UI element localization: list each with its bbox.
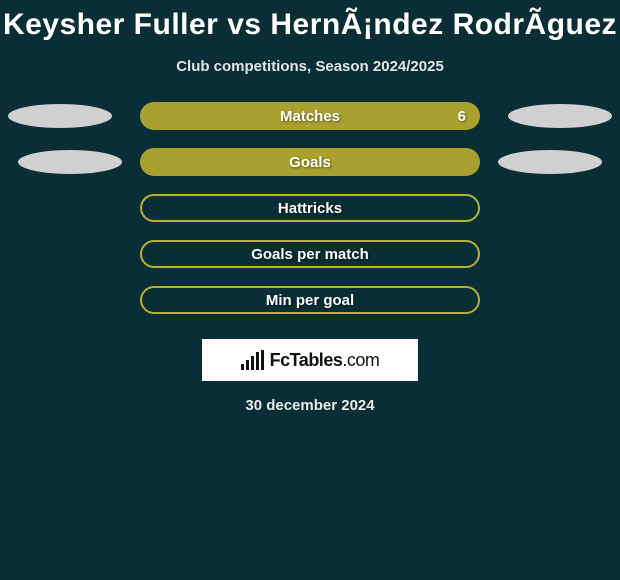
page-title: Keysher Fuller vs HernÃ¡ndez RodrÃ­guez	[0, 0, 620, 48]
bar-chart-icon	[241, 350, 264, 370]
stat-label: Hattricks	[278, 200, 342, 217]
brand-logo: FcTables.com	[202, 339, 418, 381]
logo-bar	[256, 352, 259, 370]
right-value-ellipse	[498, 150, 602, 174]
stat-row: Matches 6	[0, 93, 620, 139]
footer-date: 30 december 2024	[0, 381, 620, 414]
comparison-rows: Matches 6 Goals Hattricks Goals per match Min…	[0, 93, 620, 323]
brand-light: .com	[342, 350, 379, 370]
stat-label: Goals per match	[251, 246, 369, 263]
brand-text: FcTables.com	[270, 350, 380, 371]
stat-row: Hattricks	[0, 185, 620, 231]
page-subtitle: Club competitions, Season 2024/2025	[0, 48, 620, 93]
stat-pill: Matches 6	[140, 102, 480, 130]
stat-label: Min per goal	[266, 292, 354, 309]
stat-label: Matches	[280, 108, 340, 125]
stat-pill: Hattricks	[140, 194, 480, 222]
logo-bar	[246, 360, 249, 370]
stat-value: 6	[458, 108, 466, 125]
stat-row: Min per goal	[0, 277, 620, 323]
brand-bold: FcTables	[270, 350, 343, 370]
stat-pill: Goals	[140, 148, 480, 176]
stat-label: Goals	[289, 154, 331, 171]
logo-bar	[241, 364, 244, 370]
left-value-ellipse	[8, 104, 112, 128]
left-value-ellipse	[18, 150, 122, 174]
right-value-ellipse	[508, 104, 612, 128]
logo-bar	[251, 356, 254, 370]
stat-row: Goals per match	[0, 231, 620, 277]
stat-pill: Goals per match	[140, 240, 480, 268]
logo-bar	[261, 350, 264, 370]
stat-pill: Min per goal	[140, 286, 480, 314]
stat-row: Goals	[0, 139, 620, 185]
